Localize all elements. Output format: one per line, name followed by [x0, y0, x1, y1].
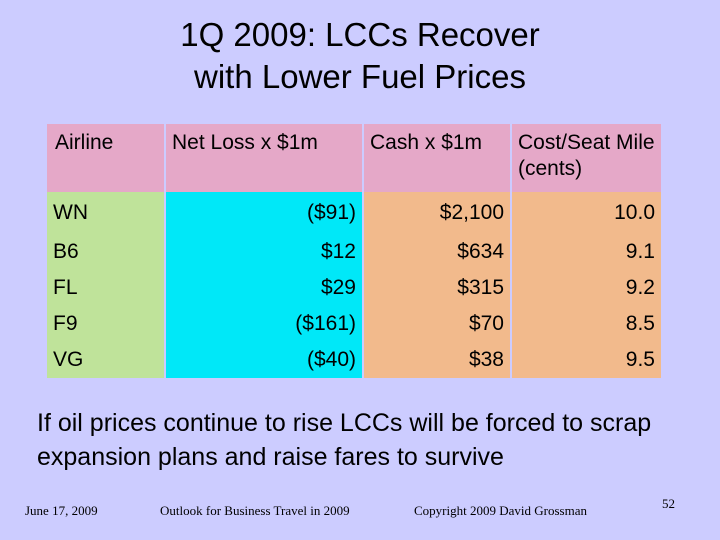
table-row: FL $29 $315 9.2 — [47, 270, 661, 306]
airline-financials-table: Airline Net Loss x $1m Cash x $1m Cost/S… — [47, 124, 661, 378]
table-row: WN ($91) $2,100 10.0 — [47, 192, 661, 234]
table-row: VG ($40) $38 9.5 — [47, 342, 661, 378]
page-number: 52 — [662, 496, 675, 511]
header-net-loss: Net Loss x $1m — [164, 124, 363, 192]
cell-cash: $2,100 — [362, 192, 511, 234]
cell-cash: $315 — [362, 270, 511, 306]
cell-airline: F9 — [47, 306, 165, 342]
cell-net-loss: ($161) — [164, 306, 363, 342]
header-cash: Cash x $1m — [362, 124, 511, 192]
cell-cash: $38 — [362, 342, 511, 378]
header-airline: Airline — [47, 124, 165, 192]
table-header-row: Airline Net Loss x $1m Cash x $1m Cost/S… — [47, 124, 661, 192]
cell-airline: FL — [47, 270, 165, 306]
footer-date: June 17, 2009 — [25, 503, 98, 518]
cell-cash: $70 — [362, 306, 511, 342]
cell-cost: 8.5 — [510, 306, 661, 342]
title-line-2: with Lower Fuel Prices — [194, 58, 526, 95]
cell-net-loss: $29 — [164, 270, 363, 306]
title-line-1: 1Q 2009: LCCs Recover — [180, 16, 540, 53]
cell-cost: 10.0 — [510, 192, 661, 234]
cell-airline: VG — [47, 342, 165, 378]
cell-cost: 9.5 — [510, 342, 661, 378]
cell-cash: $634 — [362, 234, 511, 270]
cell-cost: 9.2 — [510, 270, 661, 306]
cell-net-loss: ($40) — [164, 342, 363, 378]
table-row: F9 ($161) $70 8.5 — [47, 306, 661, 342]
table-row: B6 $12 $634 9.1 — [47, 234, 661, 270]
cell-airline: WN — [47, 192, 165, 234]
cell-airline: B6 — [47, 234, 165, 270]
cell-cost: 9.1 — [510, 234, 661, 270]
slide-note: If oil prices continue to rise LCCs will… — [37, 409, 652, 471]
cell-net-loss: ($91) — [164, 192, 363, 234]
footer-copyright: Copyright 2009 David Grossman — [414, 503, 587, 518]
header-cost-per-seat-mile: Cost/Seat Mile (cents) — [510, 124, 661, 192]
slide-title: 1Q 2009: LCCs Recover with Lower Fuel Pr… — [0, 14, 720, 98]
cell-net-loss: $12 — [164, 234, 363, 270]
footer-event: Outlook for Business Travel in 2009 — [160, 503, 350, 518]
